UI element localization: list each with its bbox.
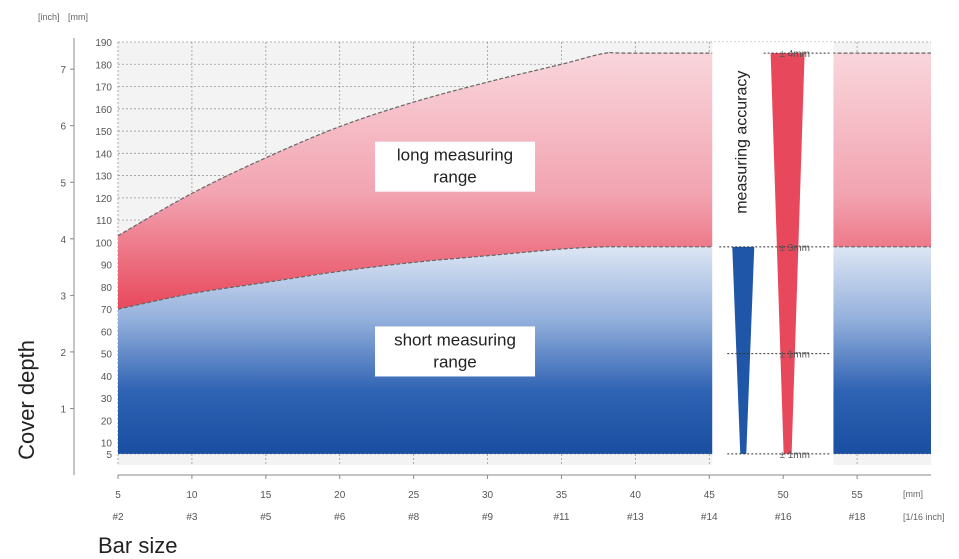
accuracy-wedge-short xyxy=(732,246,755,454)
x-axis-title: Bar size xyxy=(98,533,177,558)
y-tick-label-mm: 110 xyxy=(96,216,112,227)
y-tick-label-mm: 60 xyxy=(101,327,113,338)
x-tick-label-mm: 30 xyxy=(482,490,494,501)
y-tick-label-inch: 7 xyxy=(60,65,66,76)
x-tick-label-bar: #6 xyxy=(334,512,346,523)
y-tick-label-mm: 170 xyxy=(95,83,112,94)
long-range-label-line: range xyxy=(433,168,476,187)
x-tick-label-mm: 10 xyxy=(186,490,198,501)
y-tick-label-mm: 190 xyxy=(95,38,112,49)
x-tick-label-mm: 5 xyxy=(115,490,121,501)
y-tick-label-mm: 100 xyxy=(95,238,112,249)
accuracy-label: ± 1mm xyxy=(779,350,810,361)
short-range-label-line: short measuring xyxy=(394,330,516,349)
line-short-range-limit xyxy=(117,246,931,310)
y-tick-label-mm: 180 xyxy=(95,60,112,71)
x-tick-label-mm: 50 xyxy=(778,490,790,501)
y-tick-label-mm: 40 xyxy=(101,372,113,383)
y-unit-mm: [mm] xyxy=(68,12,88,22)
accuracy-label: ± 3mm xyxy=(779,243,810,254)
accuracy-label: ± 4mm xyxy=(779,49,810,60)
x-tick-label-bar: #9 xyxy=(482,512,494,523)
accuracy-title: measuring accuracy xyxy=(733,71,750,214)
y-tick-label-inch: 5 xyxy=(60,178,66,189)
x-tick-label-mm: 45 xyxy=(704,490,716,501)
y-tick-label-mm: 90 xyxy=(101,261,113,272)
x-tick-label-mm: 40 xyxy=(630,490,642,501)
y-tick-label-mm: 120 xyxy=(95,194,112,205)
y-tick-label-mm: 10 xyxy=(101,439,113,450)
y-tick-label-inch: 4 xyxy=(60,235,66,246)
x-tick-label-bar: #14 xyxy=(701,512,718,523)
y-tick-label-mm: 140 xyxy=(95,149,112,160)
y-unit-inch: [inch] xyxy=(38,12,60,22)
x-tick-label-bar: #3 xyxy=(186,512,198,523)
y-tick-label-inch: 3 xyxy=(60,291,66,302)
long-range-label-box xyxy=(375,141,536,192)
y-tick-label-mm: 20 xyxy=(101,416,113,427)
x-tick-label-bar: #2 xyxy=(112,512,124,523)
x-tick-label-bar: #16 xyxy=(775,512,792,523)
y-tick-label-mm: 50 xyxy=(101,350,113,361)
x-tick-label-bar: #18 xyxy=(849,512,866,523)
accuracy-wedge-long xyxy=(770,53,805,454)
y-tick-label-mm: 130 xyxy=(95,172,112,183)
y-tick-label-mm: 80 xyxy=(101,283,113,294)
accuracy-label: ± 1mm xyxy=(779,450,810,461)
x-unit-mm: [mm] xyxy=(903,489,923,499)
y-tick-label-mm: 70 xyxy=(101,305,113,316)
y-tick-label-mm: 150 xyxy=(95,127,112,138)
x-tick-label-bar: #13 xyxy=(627,512,644,523)
y-tick-label-mm: 30 xyxy=(101,394,113,405)
x-tick-label-mm: 35 xyxy=(556,490,568,501)
x-tick-label-bar: #5 xyxy=(260,512,272,523)
x-tick-label-mm: 20 xyxy=(334,490,346,501)
x-tick-label-mm: 25 xyxy=(408,490,420,501)
short-range-label-line: range xyxy=(433,352,476,371)
x-tick-label-mm: 15 xyxy=(260,490,272,501)
y-axis-title: Cover depth xyxy=(14,340,39,460)
y-tick-label-mm: 160 xyxy=(95,105,112,116)
short-range-label-box xyxy=(375,326,536,377)
x-tick-label-bar: #11 xyxy=(553,512,569,523)
y-tick-label-inch: 6 xyxy=(60,122,66,133)
long-range-label-line: long measuring xyxy=(397,146,513,165)
x-unit-bar: [1/16 inch] xyxy=(903,512,945,522)
x-tick-label-bar: #8 xyxy=(408,512,420,523)
y-tick-label-inch: 1 xyxy=(60,404,66,415)
line-long-range-limit xyxy=(117,51,931,237)
y-tick-label-mm: 5 xyxy=(106,450,112,461)
x-tick-label-mm: 55 xyxy=(852,490,864,501)
y-tick-label-inch: 2 xyxy=(60,348,66,359)
